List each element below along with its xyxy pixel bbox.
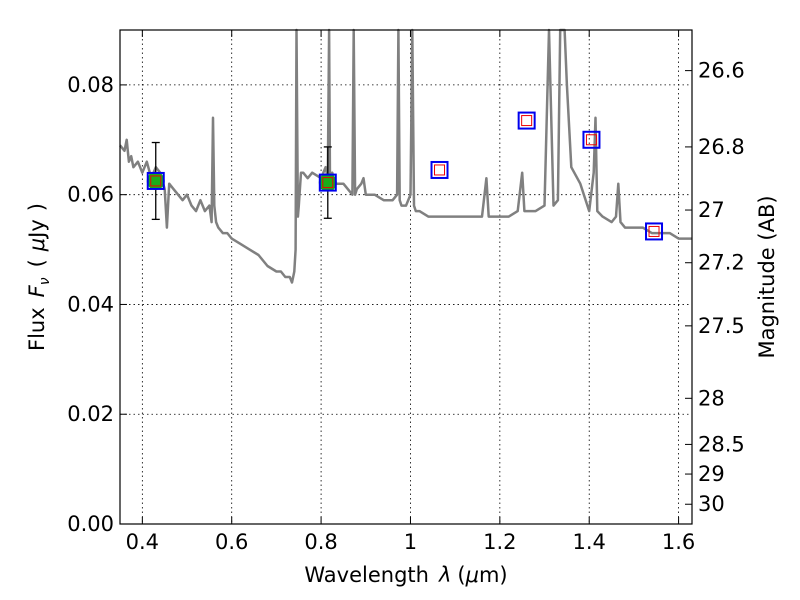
measured-points	[146, 171, 337, 192]
y-tick-label-right: 27.5	[698, 314, 745, 338]
photometry-box-outer	[517, 111, 536, 130]
photometry-box-outer	[318, 173, 337, 192]
error-bars	[151, 141, 332, 221]
measured-point	[318, 173, 337, 192]
y-tick-label-right: 29	[698, 462, 725, 486]
photometry-box-inner	[521, 115, 533, 127]
y-axis-label-left: FluxFν(μJy)	[25, 203, 53, 351]
y-tick-label-left: 0.00	[67, 512, 114, 536]
y-tick-label-right: 27.2	[698, 251, 745, 275]
model-spectrum	[119, 28, 692, 284]
x-tick-label: 0.6	[215, 530, 248, 554]
y-tick-label-right: 28.5	[698, 432, 745, 456]
y-tick-label-left: 0.08	[67, 73, 114, 97]
y-tick-label-right: 27	[698, 198, 725, 222]
photometry-box-outer	[582, 130, 601, 149]
x-tick-label: 1	[404, 530, 417, 554]
y-tick-label-left: 0.02	[67, 402, 114, 426]
x-tick-label: 1.4	[573, 530, 606, 554]
photometry-box-inner	[648, 225, 660, 237]
photometry-box-inner	[585, 134, 597, 146]
plot-frame	[119, 29, 693, 525]
photometry-boxes	[146, 111, 664, 241]
y-tick-label-left: 0.06	[67, 183, 114, 207]
photometry-box-outer	[430, 160, 449, 179]
x-axis-label: Wavelength λ (μm)	[304, 563, 507, 587]
x-tick-label: 0.8	[304, 530, 337, 554]
tick-labels: 0.4 0.6 0.8 1 1.2 1.4 1.6 0.00 0.02 0.04 0.06 0.08 2…	[67, 59, 745, 554]
y-tick-label-right: 30	[698, 492, 725, 516]
measured-point	[146, 171, 165, 190]
x-tick-label: 1.2	[483, 530, 516, 554]
photometry-box-outer	[146, 171, 165, 190]
spectrum-line	[119, 28, 692, 284]
photometry-box-inner	[150, 175, 162, 187]
y-tick-label-right: 26.8	[698, 135, 745, 159]
photometry-box-inner	[322, 177, 334, 189]
x-tick-label: 0.4	[126, 530, 159, 554]
photometry-box-inner	[434, 164, 446, 176]
y-tick-label-left: 0.04	[67, 292, 114, 316]
x-tick-label: 1.6	[662, 530, 695, 554]
axis-ticks	[120, 30, 692, 525]
grid-lines	[120, 30, 692, 524]
y-tick-label-right: 28	[698, 386, 725, 410]
y-axis-label-right: Magnitude (AB)	[755, 195, 779, 358]
y-tick-label-right: 26.6	[698, 59, 745, 83]
photometry-box-outer	[645, 222, 664, 241]
